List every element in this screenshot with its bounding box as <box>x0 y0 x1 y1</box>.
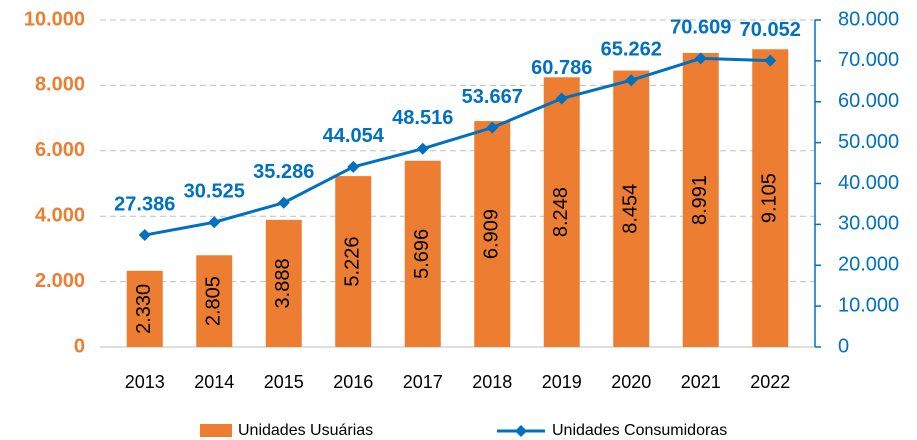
y-tick-label: 10.000 <box>24 8 85 30</box>
y2-tick-label: 30.000 <box>838 213 899 235</box>
line-label: 53.667 <box>462 86 523 108</box>
marker <box>208 216 221 229</box>
y2-tick-label: 80.000 <box>838 8 899 30</box>
legend-swatch <box>515 425 527 437</box>
marker <box>764 54 777 67</box>
marker <box>486 121 499 134</box>
bar-label: 5.696 <box>411 229 433 279</box>
bar <box>196 255 233 347</box>
bar <box>474 121 511 347</box>
x-tick-label: 2020 <box>611 372 651 392</box>
line-label: 48.516 <box>392 107 453 129</box>
y-tick-label: 8.000 <box>35 74 85 96</box>
line-label: 65.262 <box>601 39 662 61</box>
bar-label: 2.805 <box>203 276 225 326</box>
line-label: 27.386 <box>114 193 175 215</box>
x-tick-label: 2022 <box>750 372 790 392</box>
legend-label: Unidades Consumidoras <box>552 422 727 439</box>
y2-tick-label: 70.000 <box>838 49 899 71</box>
y-tick-label: 2.000 <box>35 270 85 292</box>
marker <box>555 92 568 105</box>
marker <box>416 142 429 155</box>
x-tick-label: 2016 <box>333 372 373 392</box>
bar <box>265 219 302 347</box>
x-tick-label: 2018 <box>472 372 512 392</box>
bar-label: 9.105 <box>759 173 781 223</box>
bar-label: 8.248 <box>550 187 572 237</box>
x-tick-label: 2015 <box>264 372 304 392</box>
x-tick-label: 2021 <box>681 372 721 392</box>
bar <box>126 270 163 347</box>
line-label: 70.052 <box>740 19 801 41</box>
marker <box>277 196 290 209</box>
y2-tick-label: 10.000 <box>838 294 899 316</box>
bar <box>613 70 650 347</box>
y-tick-label: 6.000 <box>35 139 85 161</box>
bar-label: 8.991 <box>689 175 711 225</box>
bar-label: 2.330 <box>133 284 155 334</box>
legend-swatch <box>200 424 232 437</box>
marker <box>138 229 151 242</box>
y2-tick-label: 0 <box>838 335 849 357</box>
x-tick-label: 2019 <box>542 372 582 392</box>
bar <box>682 52 719 348</box>
marker <box>625 74 638 87</box>
x-tick-label: 2013 <box>125 372 165 392</box>
line-label: 70.609 <box>670 17 731 39</box>
bar <box>404 160 441 347</box>
y2-tick-label: 40.000 <box>838 172 899 194</box>
line-label: 44.054 <box>323 125 385 147</box>
y-tick-label: 0 <box>74 335 85 357</box>
y-tick-label: 4.000 <box>35 204 85 226</box>
bar-label: 5.226 <box>342 237 364 287</box>
marker <box>347 160 360 173</box>
marker <box>694 52 707 65</box>
line-label: 30.525 <box>184 181 245 203</box>
bar-label: 3.888 <box>272 258 294 308</box>
x-tick-label: 2014 <box>194 372 234 392</box>
y2-tick-label: 20.000 <box>838 254 899 276</box>
bar-label: 6.909 <box>481 209 503 259</box>
legend-label: Unidades Usuárias <box>238 422 373 439</box>
bar <box>543 77 580 347</box>
line-label: 35.286 <box>253 161 314 183</box>
line-label: 60.786 <box>531 57 592 79</box>
bar <box>752 49 789 347</box>
y2-tick-label: 60.000 <box>838 90 899 112</box>
line <box>144 56 771 237</box>
bar-label: 8.454 <box>620 184 642 234</box>
y2-tick-label: 50.000 <box>838 131 899 153</box>
x-tick-label: 2017 <box>403 372 443 392</box>
bar <box>335 176 372 347</box>
